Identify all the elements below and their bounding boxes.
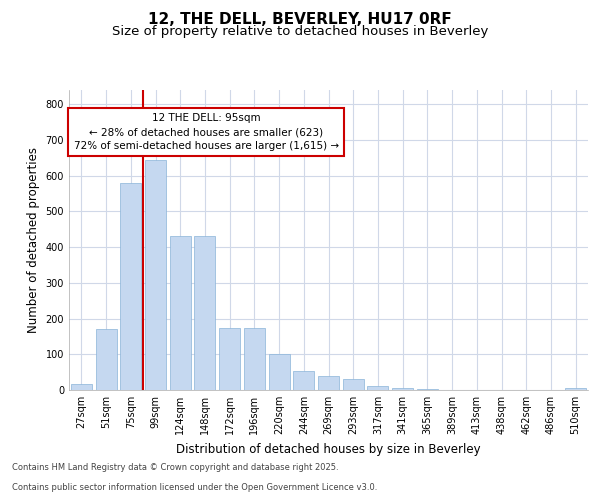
Bar	[417, 389, 438, 390]
Bar	[318, 376, 339, 390]
Bar	[269, 354, 290, 390]
X-axis label: Distribution of detached houses by size in Beverley: Distribution of detached houses by size …	[176, 442, 481, 456]
Bar	[194, 236, 215, 390]
Text: Contains public sector information licensed under the Open Government Licence v3: Contains public sector information licen…	[12, 484, 377, 492]
Bar	[392, 388, 413, 390]
Bar	[565, 388, 586, 390]
Bar	[145, 160, 166, 390]
Bar	[71, 384, 92, 390]
Bar	[343, 378, 364, 390]
Bar	[120, 183, 141, 390]
Text: Contains HM Land Registry data © Crown copyright and database right 2025.: Contains HM Land Registry data © Crown c…	[12, 464, 338, 472]
Bar	[367, 386, 388, 390]
Text: Size of property relative to detached houses in Beverley: Size of property relative to detached ho…	[112, 25, 488, 38]
Bar	[244, 328, 265, 390]
Bar	[219, 328, 240, 390]
Bar	[95, 330, 116, 390]
Text: 12 THE DELL: 95sqm
← 28% of detached houses are smaller (623)
72% of semi-detach: 12 THE DELL: 95sqm ← 28% of detached hou…	[74, 113, 339, 151]
Y-axis label: Number of detached properties: Number of detached properties	[27, 147, 40, 333]
Text: 12, THE DELL, BEVERLEY, HU17 0RF: 12, THE DELL, BEVERLEY, HU17 0RF	[148, 12, 452, 28]
Bar	[293, 372, 314, 390]
Bar	[170, 236, 191, 390]
